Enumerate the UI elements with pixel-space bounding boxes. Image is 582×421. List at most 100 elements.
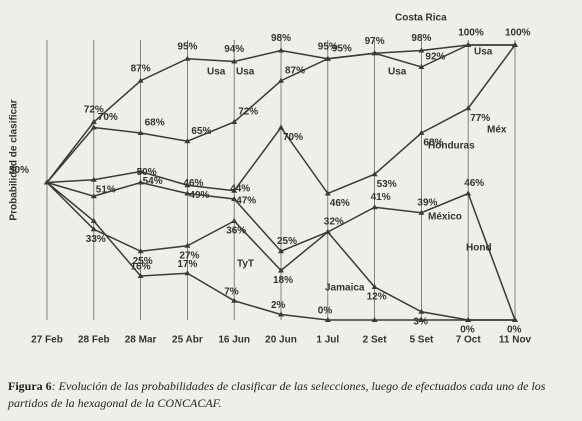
marker <box>231 196 238 201</box>
x-tick-label: 27 Feb <box>31 335 63 346</box>
x-tick-label: 28 Feb <box>78 335 110 346</box>
caption-text: : Evolución de las probabilidades de cla… <box>8 379 546 410</box>
series-name: México <box>428 212 462 223</box>
marker <box>371 204 378 210</box>
x-tick-label: 7 Oct <box>456 335 482 346</box>
value-label: 54% <box>143 176 163 187</box>
marker <box>44 179 50 185</box>
value-label: 44% <box>230 184 250 195</box>
value-label: 50% <box>137 167 157 178</box>
marker <box>90 124 97 130</box>
value-label: 95% <box>332 43 352 54</box>
value-label: 0% <box>460 325 475 336</box>
annotation: Hond <box>466 243 492 254</box>
marker <box>278 311 284 317</box>
value-label: 25% <box>133 256 153 267</box>
marker <box>465 190 472 196</box>
x-tick-label: 28 Mar <box>125 335 157 346</box>
marker <box>90 119 97 124</box>
value-label: 36% <box>226 226 246 237</box>
y-label: Probabilidad de clasificar <box>9 99 20 220</box>
value-label: 7% <box>224 286 239 297</box>
marker <box>278 248 284 254</box>
value-label: 0% <box>318 306 333 317</box>
value-label: 16% <box>131 262 151 273</box>
marker <box>231 297 238 303</box>
value-label: 100% <box>505 28 531 39</box>
marker <box>137 168 144 174</box>
value-label: 68% <box>145 118 165 129</box>
annotation: Méx <box>487 125 507 136</box>
marker <box>324 55 331 61</box>
value-label: 70% <box>283 132 303 143</box>
value-label: 41% <box>371 192 391 203</box>
value-label: 18% <box>273 275 293 286</box>
x-tick-label: 5 Set <box>409 335 434 346</box>
value-label: 27% <box>179 250 199 261</box>
marker <box>137 77 144 83</box>
x-tick-label: 11 Nov <box>499 335 532 346</box>
x-tick-label: 16 Jun <box>218 335 250 346</box>
value-label: 33% <box>86 234 106 245</box>
value-label: 2% <box>271 300 286 311</box>
value-label: 53% <box>377 179 397 190</box>
marker <box>231 119 238 124</box>
marker <box>324 317 331 322</box>
marker <box>512 317 518 322</box>
value-label: 46% <box>330 198 350 209</box>
marker <box>184 55 191 61</box>
value-label: 98% <box>271 33 291 44</box>
marker <box>184 270 191 276</box>
value-label: 47% <box>236 195 256 206</box>
marker <box>278 267 284 273</box>
marker <box>184 242 191 248</box>
value-label: 77% <box>470 113 490 124</box>
value-label: 95% <box>318 41 338 52</box>
marker <box>418 47 425 53</box>
value-label: 97% <box>365 36 385 47</box>
marker <box>418 64 425 69</box>
value-label: 87% <box>285 65 305 76</box>
marker <box>90 176 97 182</box>
marker <box>90 193 97 199</box>
marker <box>184 190 191 196</box>
value-label: 46% <box>183 178 203 189</box>
series-name: Usa <box>236 67 255 78</box>
marker <box>418 209 425 215</box>
value-label: 92% <box>425 52 445 63</box>
marker <box>137 130 144 135</box>
value-label: 17% <box>177 259 197 270</box>
marker <box>90 218 97 223</box>
x-tick-label: 2 Set <box>363 335 388 346</box>
value-label: 95% <box>177 41 197 52</box>
marker <box>418 130 425 135</box>
annotation: Usa <box>207 67 226 78</box>
marker <box>324 190 331 196</box>
value-label: 70% <box>98 112 118 123</box>
value-label: 50% <box>9 165 29 176</box>
series-name: Honduras <box>428 141 475 152</box>
marker <box>137 248 144 254</box>
x-tick-label: 1 Jul <box>316 335 339 346</box>
marker <box>137 273 144 278</box>
value-label: 94% <box>224 44 244 55</box>
marker <box>231 218 238 223</box>
value-label: 100% <box>458 28 484 39</box>
chart: Probabilidad de clasificar 27 Feb 28 Feb 2… <box>9 13 532 346</box>
series-name: TyT <box>237 259 254 270</box>
value-label: 65% <box>191 126 211 137</box>
annotation: Usa <box>388 67 407 78</box>
marker <box>278 47 284 53</box>
marker <box>184 138 191 144</box>
value-label: 12% <box>367 292 387 303</box>
value-label: 46% <box>464 178 484 189</box>
annotation: Usa <box>474 47 493 58</box>
marker <box>371 50 378 56</box>
marker <box>278 77 284 83</box>
marker <box>465 42 472 47</box>
marker <box>184 182 191 188</box>
marker <box>231 187 238 193</box>
marker <box>371 317 378 322</box>
marker <box>231 58 238 64</box>
caption: Figura 6: Evolución de las probabilidade… <box>8 378 578 412</box>
